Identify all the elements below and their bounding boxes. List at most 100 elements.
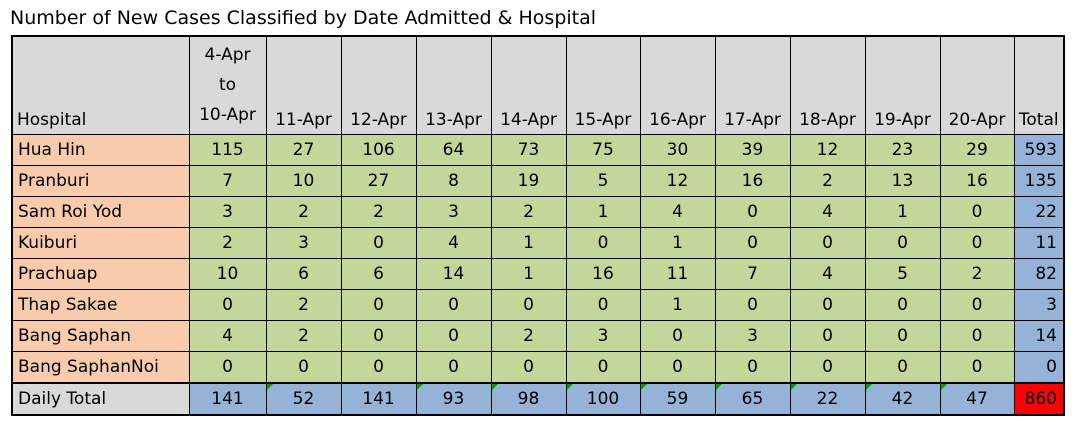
grand-total-cell: 860 xyxy=(1013,382,1065,416)
case-count-cell: 27 xyxy=(340,165,417,197)
case-count-cell: 0 xyxy=(265,351,342,384)
case-count-cell: 13 xyxy=(864,165,941,197)
case-count-cell: 16 xyxy=(565,258,641,290)
daily-total-label: Daily Total xyxy=(11,382,190,416)
case-count-cell: 2 xyxy=(789,165,866,197)
case-count-cell: 7 xyxy=(188,165,267,197)
case-count-cell: 0 xyxy=(864,351,941,384)
case-count-cell: 1 xyxy=(639,289,716,321)
case-count-cell: 10 xyxy=(265,165,342,197)
daily-total-cell: 65 xyxy=(714,382,791,416)
table-row: Pranburi 7 10 27 8 19 5 12 16 2 13 16 135 xyxy=(11,165,1065,197)
case-count-cell: 4 xyxy=(789,196,866,228)
table-row: Thap Sakae 0 2 0 0 0 0 1 0 0 0 0 3 xyxy=(11,289,1065,321)
daily-total-cell: 22 xyxy=(789,382,866,416)
case-count-cell: 0 xyxy=(789,351,866,384)
case-count-cell: 0 xyxy=(565,227,641,259)
case-count-cell: 1 xyxy=(490,258,567,290)
daily-total-value: 59 xyxy=(666,389,689,409)
case-count-cell: 8 xyxy=(415,165,492,197)
case-count-cell: 23 xyxy=(864,134,941,166)
case-count-cell: 1 xyxy=(864,196,941,228)
row-total-cell: 593 xyxy=(1013,134,1065,166)
case-count-cell: 0 xyxy=(789,289,866,321)
column-header-date: 18-Apr xyxy=(789,35,866,135)
case-count-cell: 0 xyxy=(639,320,716,352)
case-count-cell: 0 xyxy=(714,351,791,384)
hospital-name-cell: Thap Sakae xyxy=(11,289,190,321)
column-header-date: 16-Apr xyxy=(639,35,716,135)
case-count-cell: 0 xyxy=(415,320,492,352)
case-count-cell: 4 xyxy=(188,320,267,352)
case-count-cell: 14 xyxy=(415,258,492,290)
case-count-cell: 106 xyxy=(340,134,417,166)
column-header-date: 14-Apr xyxy=(490,35,567,135)
daily-total-value: 93 xyxy=(442,389,465,409)
table-row: Bang Saphan 4 2 0 0 2 3 0 3 0 0 0 14 xyxy=(11,320,1065,352)
case-count-cell: 27 xyxy=(265,134,342,166)
case-count-cell: 0 xyxy=(939,320,1015,352)
daily-total-cell: 141 xyxy=(188,382,267,416)
case-count-cell: 7 xyxy=(714,258,791,290)
case-count-cell: 75 xyxy=(565,134,641,166)
daily-total-cell: 98 xyxy=(490,382,567,416)
case-count-cell: 64 xyxy=(415,134,492,166)
case-count-cell: 0 xyxy=(565,289,641,321)
cell-marker xyxy=(640,384,647,390)
case-count-cell: 0 xyxy=(939,351,1015,384)
case-count-cell: 0 xyxy=(490,289,567,321)
case-count-cell: 0 xyxy=(340,320,417,352)
row-total-cell: 82 xyxy=(1013,258,1065,290)
daily-total-value: 98 xyxy=(517,389,540,409)
case-count-cell: 2 xyxy=(265,196,342,228)
case-count-cell: 1 xyxy=(490,227,567,259)
table-body: Hua Hin 115 27 106 64 73 75 30 39 12 23 29 593 Pranbu… xyxy=(11,134,1065,384)
daily-total-cell: 141 xyxy=(340,382,417,416)
table-row: Sam Roi Yod 3 2 2 3 2 1 4 0 4 1 0 22 xyxy=(11,196,1065,228)
case-count-cell: 0 xyxy=(340,351,417,384)
case-count-cell: 29 xyxy=(939,134,1015,166)
case-count-cell: 3 xyxy=(565,320,641,352)
daily-total-value: 52 xyxy=(292,389,315,409)
hospital-name-cell: Kuiburi xyxy=(11,227,190,259)
column-header-date: 19-Apr xyxy=(864,35,941,135)
case-count-cell: 2 xyxy=(188,227,267,259)
first-period-to: to xyxy=(218,75,237,95)
cell-marker xyxy=(940,384,947,390)
daily-total-value: 65 xyxy=(741,389,764,409)
case-count-cell: 0 xyxy=(864,227,941,259)
case-count-cell: 2 xyxy=(265,320,342,352)
case-count-cell: 0 xyxy=(188,289,267,321)
case-count-cell: 6 xyxy=(340,258,417,290)
daily-total-cell: 52 xyxy=(265,382,342,416)
case-count-cell: 4 xyxy=(415,227,492,259)
column-header-date: 13-Apr xyxy=(415,35,492,135)
case-count-cell: 0 xyxy=(789,320,866,352)
first-period-start: 4-Apr xyxy=(204,45,251,65)
case-count-cell: 1 xyxy=(639,227,716,259)
case-count-cell: 2 xyxy=(490,196,567,228)
case-count-cell: 19 xyxy=(490,165,567,197)
daily-total-cell: 42 xyxy=(864,382,941,416)
hospital-name-cell: Pranburi xyxy=(11,165,190,197)
case-count-cell: 0 xyxy=(864,320,941,352)
column-header-total: Total xyxy=(1013,35,1065,135)
hospital-name-cell: Hua Hin xyxy=(11,134,190,166)
case-count-cell: 0 xyxy=(714,289,791,321)
case-count-cell: 3 xyxy=(188,196,267,228)
case-count-cell: 0 xyxy=(490,351,567,384)
cell-marker xyxy=(715,384,722,390)
case-count-cell: 0 xyxy=(415,351,492,384)
hospital-name-cell: Prachuap xyxy=(11,258,190,290)
case-count-cell: 10 xyxy=(188,258,267,290)
daily-total-value: 100 xyxy=(586,389,620,409)
case-count-cell: 12 xyxy=(789,134,866,166)
case-count-cell: 3 xyxy=(714,320,791,352)
case-count-cell: 0 xyxy=(939,289,1015,321)
column-header-date: 15-Apr xyxy=(565,35,641,135)
case-count-cell: 5 xyxy=(565,165,641,197)
table-row: Kuiburi 2 3 0 4 1 0 1 0 0 0 0 11 xyxy=(11,227,1065,259)
column-header-date: 11-Apr xyxy=(265,35,342,135)
case-count-cell: 0 xyxy=(939,227,1015,259)
cell-marker xyxy=(566,384,573,390)
